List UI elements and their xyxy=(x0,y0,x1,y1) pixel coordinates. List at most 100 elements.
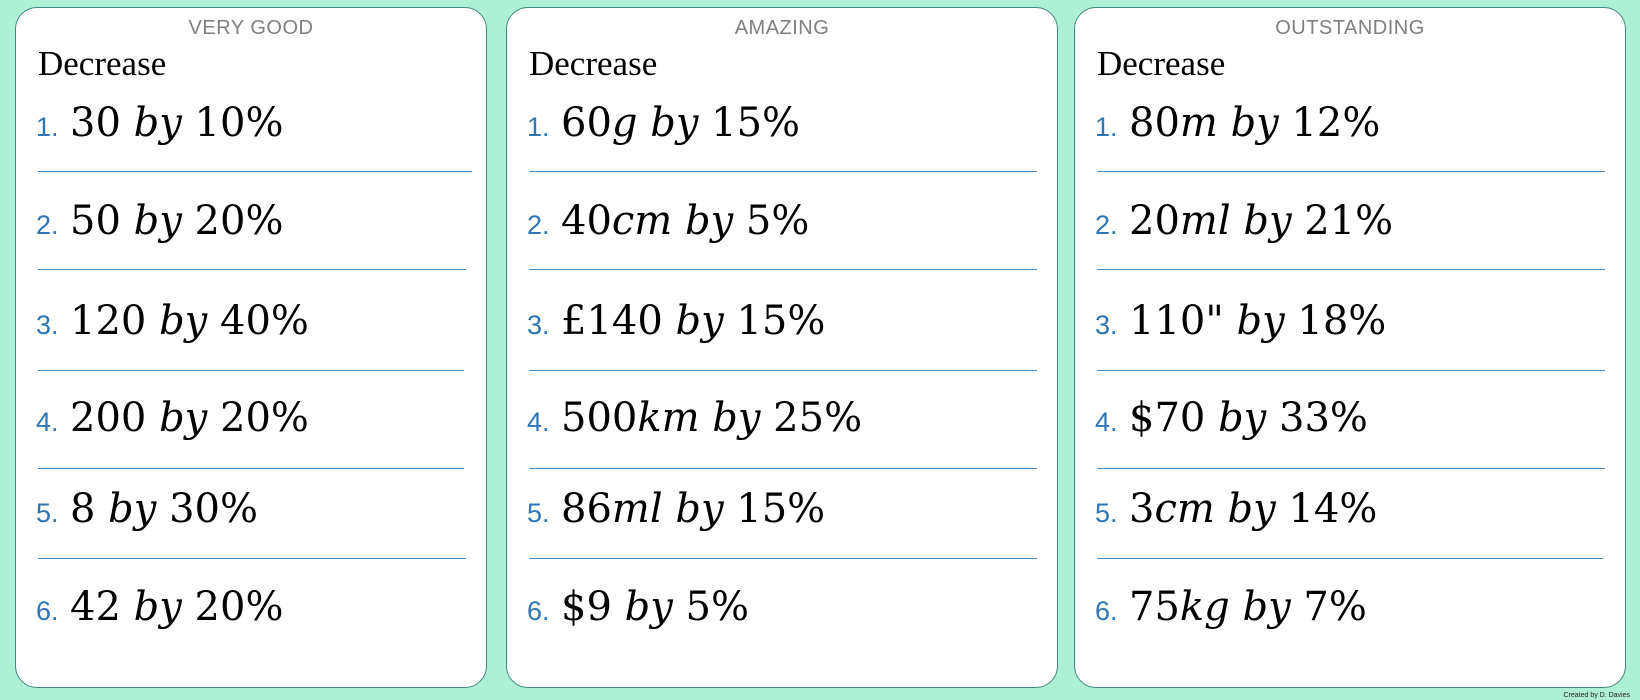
question-item: 2. 20ml by 21% xyxy=(1075,198,1625,258)
card-subtitle: Decrease xyxy=(1097,44,1226,83)
question-number: 5. xyxy=(1095,498,1118,528)
question-number: 4. xyxy=(36,407,59,437)
question-number: 3. xyxy=(527,310,550,340)
question-by: by xyxy=(684,198,734,244)
question-by: by xyxy=(1236,298,1285,344)
answer-line xyxy=(38,558,466,559)
answer-line xyxy=(529,558,1037,559)
question-text: $70 by 33% xyxy=(1129,395,1368,441)
question-by: by xyxy=(1230,100,1279,146)
question-by: by xyxy=(1227,486,1276,532)
question-unit: kg xyxy=(1179,584,1230,630)
question-item: 3. 110" by 18% xyxy=(1075,298,1625,358)
question-text: 200 by 20% xyxy=(70,395,309,441)
question-number: 2. xyxy=(36,210,59,240)
question-by: by xyxy=(675,486,724,532)
question-amount: 30 xyxy=(70,100,121,146)
answer-line xyxy=(529,468,1037,469)
answer-line xyxy=(1097,468,1605,469)
credit-footer: Created by D. Davies xyxy=(1563,692,1630,699)
question-percent: 15% xyxy=(711,100,801,146)
question-unit: ml xyxy=(1179,198,1231,244)
answer-line xyxy=(38,171,472,172)
question-percent: 33% xyxy=(1279,395,1368,441)
question-item: 1. 60g by 15% xyxy=(507,100,1057,160)
question-by: by xyxy=(133,100,182,146)
question-unit: ml xyxy=(611,486,663,532)
question-text: 50 by 20% xyxy=(70,198,283,244)
question-number: 6. xyxy=(36,596,59,626)
question-number: 6. xyxy=(527,596,550,626)
question-text: 30 by 10% xyxy=(70,100,283,146)
answer-line xyxy=(1097,171,1605,172)
question-text: 120 by 40% xyxy=(70,298,309,344)
question-amount: 500 xyxy=(561,395,638,441)
question-amount: 50 xyxy=(70,198,121,244)
question-unit: cm xyxy=(1154,486,1215,532)
question-number: 5. xyxy=(527,498,550,528)
question-percent: 15% xyxy=(736,486,826,532)
question-unit: m xyxy=(1179,100,1218,146)
question-by: by xyxy=(650,100,699,146)
question-amount: $9 xyxy=(561,584,612,630)
question-by: by xyxy=(712,395,761,441)
question-amount: 3 xyxy=(1129,486,1155,532)
question-item: 5. 3cm by 14% xyxy=(1075,486,1625,546)
answer-line xyxy=(1097,269,1605,270)
question-item: 5. 8 by 30% xyxy=(16,486,486,546)
question-amount: $70 xyxy=(1129,395,1206,441)
question-item: 3. £140 by 15% xyxy=(507,298,1057,358)
question-percent: 30% xyxy=(169,486,258,532)
question-text: 40cm by 5% xyxy=(561,198,809,244)
question-by: by xyxy=(675,298,724,344)
question-percent: 21% xyxy=(1304,198,1394,244)
question-amount: 80 xyxy=(1129,100,1180,146)
question-item: 4. $70 by 33% xyxy=(1075,395,1625,455)
question-by: by xyxy=(1218,395,1267,441)
question-by: by xyxy=(159,298,208,344)
question-percent: 18% xyxy=(1297,298,1387,344)
answer-line xyxy=(38,269,466,270)
card-title: VERY GOOD xyxy=(188,17,314,39)
question-by: by xyxy=(1242,584,1291,630)
question-item: 1. 30 by 10% xyxy=(16,100,486,160)
question-by: by xyxy=(108,486,157,532)
answer-line xyxy=(529,370,1037,371)
question-by: by xyxy=(159,395,208,441)
answer-line xyxy=(529,171,1037,172)
question-number: 2. xyxy=(1095,210,1118,240)
question-text: 3cm by 14% xyxy=(1129,486,1377,532)
answer-line xyxy=(38,468,464,469)
question-percent: 25% xyxy=(773,395,863,441)
question-text: 8 by 30% xyxy=(70,486,258,532)
question-amount: 120 xyxy=(70,298,147,344)
question-item: 2. 40cm by 5% xyxy=(507,198,1057,258)
card-amazing: AMAZING Decrease 1. 60g by 15% 2. 40cm b… xyxy=(506,7,1058,688)
question-text: 60g by 15% xyxy=(561,100,800,146)
question-amount: 8 xyxy=(70,486,96,532)
question-number: 3. xyxy=(36,310,59,340)
question-unit: cm xyxy=(611,198,673,244)
question-by: by xyxy=(1243,198,1292,244)
question-text: 110" by 18% xyxy=(1129,298,1386,344)
question-percent: 20% xyxy=(220,395,309,441)
question-percent: 15% xyxy=(736,298,826,344)
question-by: by xyxy=(624,584,673,630)
question-by: by xyxy=(133,584,182,630)
question-item: 4. 500km by 25% xyxy=(507,395,1057,455)
question-amount: 60 xyxy=(561,100,612,146)
question-amount: 40 xyxy=(561,198,612,244)
question-percent: 5% xyxy=(685,584,750,630)
question-text: 86ml by 15% xyxy=(561,486,825,532)
question-text: 75kg by 7% xyxy=(1129,584,1367,630)
card-subtitle: Decrease xyxy=(38,44,167,83)
question-amount: 75 xyxy=(1129,584,1180,630)
question-percent: 12% xyxy=(1291,100,1381,146)
question-amount: 20 xyxy=(1129,198,1180,244)
question-number: 1. xyxy=(36,112,59,142)
answer-line xyxy=(1097,370,1605,371)
question-text: $9 by 5% xyxy=(561,584,749,630)
question-text: 500km by 25% xyxy=(561,395,862,441)
question-number: 6. xyxy=(1095,596,1118,626)
question-item: 6. $9 by 5% xyxy=(507,584,1057,644)
